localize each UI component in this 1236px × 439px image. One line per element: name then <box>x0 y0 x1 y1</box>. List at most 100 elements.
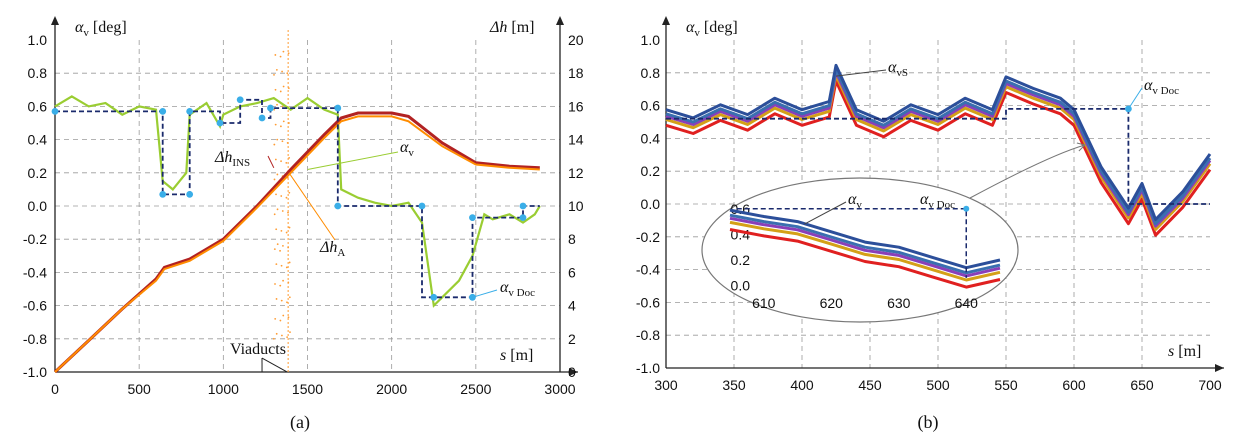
annotation-viaducts-leader <box>261 357 288 373</box>
y-tick-label: 0.4 <box>641 130 661 146</box>
height-scatter-point <box>279 90 282 93</box>
height-scatter-point <box>282 279 284 282</box>
height-scatter-point <box>288 156 291 159</box>
doc-point <box>159 107 167 115</box>
annotation-dh-a: ΔhA <box>319 239 345 259</box>
x-tick-label: 500 <box>127 381 151 397</box>
height-scatter-point <box>279 284 282 287</box>
height-scatter-point <box>276 243 279 246</box>
panel-caption: (a) <box>290 412 310 433</box>
doc-point <box>519 202 527 210</box>
annotation-dh-ins: ΔhINS <box>214 149 250 169</box>
doc-point <box>519 214 527 222</box>
doc-point <box>267 104 274 112</box>
height-scatter-point <box>279 55 282 58</box>
y-tick-label-left: 0.4 <box>28 132 48 148</box>
annotation-alpha-v-leader <box>307 151 399 170</box>
y-tick-label-left: 0.6 <box>28 98 48 114</box>
doc-point <box>334 104 342 112</box>
y-tick-label-left: 0.0 <box>28 198 48 214</box>
height-scatter-point <box>279 319 282 322</box>
height-scatter-point <box>288 191 291 194</box>
annotation-alpha-v-doc: αv Doc <box>500 279 535 299</box>
inset-y-tick-label: 0.0 <box>731 278 751 294</box>
doc-point <box>186 107 194 115</box>
y-axis-left-label: αv [deg] <box>75 19 127 39</box>
height-scatter-point <box>281 70 283 73</box>
inset-x-tick-label: 630 <box>887 295 911 311</box>
height-scatter-point <box>276 173 279 176</box>
y-tick-label-left: -0.4 <box>23 264 47 280</box>
annotation-alpha-v-doc: αv Doc <box>1144 77 1179 97</box>
height-scatter-point <box>274 317 277 320</box>
y-tick-label-left: -1.0 <box>23 364 47 380</box>
x-tick-label: 600 <box>1062 377 1086 393</box>
series-alpha-vs-trace <box>665 79 1212 237</box>
height-scatter-point <box>280 299 283 302</box>
x-tick-label: 350 <box>722 377 746 393</box>
height-scatter-point <box>280 160 282 163</box>
height-scatter-point <box>287 211 289 214</box>
x-tick-label: 700 <box>1198 377 1222 393</box>
x-tick-label: 2000 <box>376 381 407 397</box>
height-scatter-point <box>275 228 278 231</box>
height-scatter-point <box>274 54 277 56</box>
y-tick-label-left: 0.2 <box>28 165 48 181</box>
height-scatter-point <box>282 50 285 53</box>
height-scatter-point <box>280 195 283 197</box>
series-alpha-v-doc <box>55 98 540 299</box>
y-tick-label-left: -0.6 <box>23 298 47 314</box>
y-tick-label: 0.0 <box>641 196 661 212</box>
height-scatter-point <box>282 314 285 317</box>
series-dh-ins <box>53 111 540 374</box>
x-tick-label: 450 <box>858 377 882 393</box>
height-scatter-point <box>280 264 283 267</box>
height-scatter-point <box>289 331 291 334</box>
y-tick-label-right: 2 <box>568 331 576 347</box>
y-tick-label-left: 1.0 <box>28 32 48 48</box>
doc-point <box>51 107 59 115</box>
y-axis-arrow <box>662 16 670 25</box>
annotation-alpha-vs: αvS <box>888 59 908 79</box>
height-scatter-point <box>274 283 276 285</box>
doc-point <box>258 114 266 122</box>
height-scatter-point <box>276 138 279 141</box>
height-scatter-point <box>273 213 276 216</box>
y-tick-label-right: 14 <box>568 132 584 148</box>
annotation-alpha-vs-leader <box>835 69 887 77</box>
series-alpha-vs-trace <box>665 73 1212 231</box>
x-tick-label: 0 <box>51 381 59 397</box>
height-scatter-point <box>281 210 284 212</box>
y-tick-label-right: 16 <box>568 98 584 114</box>
height-scatter-point <box>275 68 278 71</box>
height-scatter-point <box>286 72 289 75</box>
inset-doc-line <box>736 208 967 278</box>
height-scatter-point <box>274 158 277 161</box>
inset-y-tick-label: 0.2 <box>731 252 751 268</box>
height-scatter-point <box>287 316 290 319</box>
height-scatter-point <box>286 336 289 339</box>
x-tick-label: 400 <box>790 377 814 393</box>
height-scatter-point <box>285 161 288 164</box>
annotation-alpha-v-doc-leader <box>1127 87 1143 110</box>
panel-caption: (b) <box>918 412 939 433</box>
x-tick-label: 1500 <box>292 381 323 397</box>
height-scatter-point <box>273 108 276 111</box>
height-scatter-point <box>285 196 288 199</box>
height-scatter-point <box>275 193 277 196</box>
height-scatter-point <box>273 178 276 181</box>
x-tick-label: 550 <box>994 377 1018 393</box>
series-alpha-vs-trace <box>665 68 1212 226</box>
chart-b: 300 350 400 450 500 550 600 650 700 1.0 0.8 0.6 0.4 0… <box>636 16 1224 433</box>
y-tick-label: -0.6 <box>636 294 660 310</box>
height-scatter-point <box>282 85 285 88</box>
inset-x-tick-label: 640 <box>955 295 979 311</box>
y-axis-right-arrow <box>556 16 564 25</box>
annotation-dh-a-leader <box>288 172 336 241</box>
height-scatter-point <box>281 140 284 143</box>
height-scatter-point <box>272 337 275 340</box>
inset-pointer <box>969 144 1086 199</box>
height-scatter-point <box>280 125 282 128</box>
doc-point <box>216 119 224 127</box>
doc-point <box>469 214 476 222</box>
